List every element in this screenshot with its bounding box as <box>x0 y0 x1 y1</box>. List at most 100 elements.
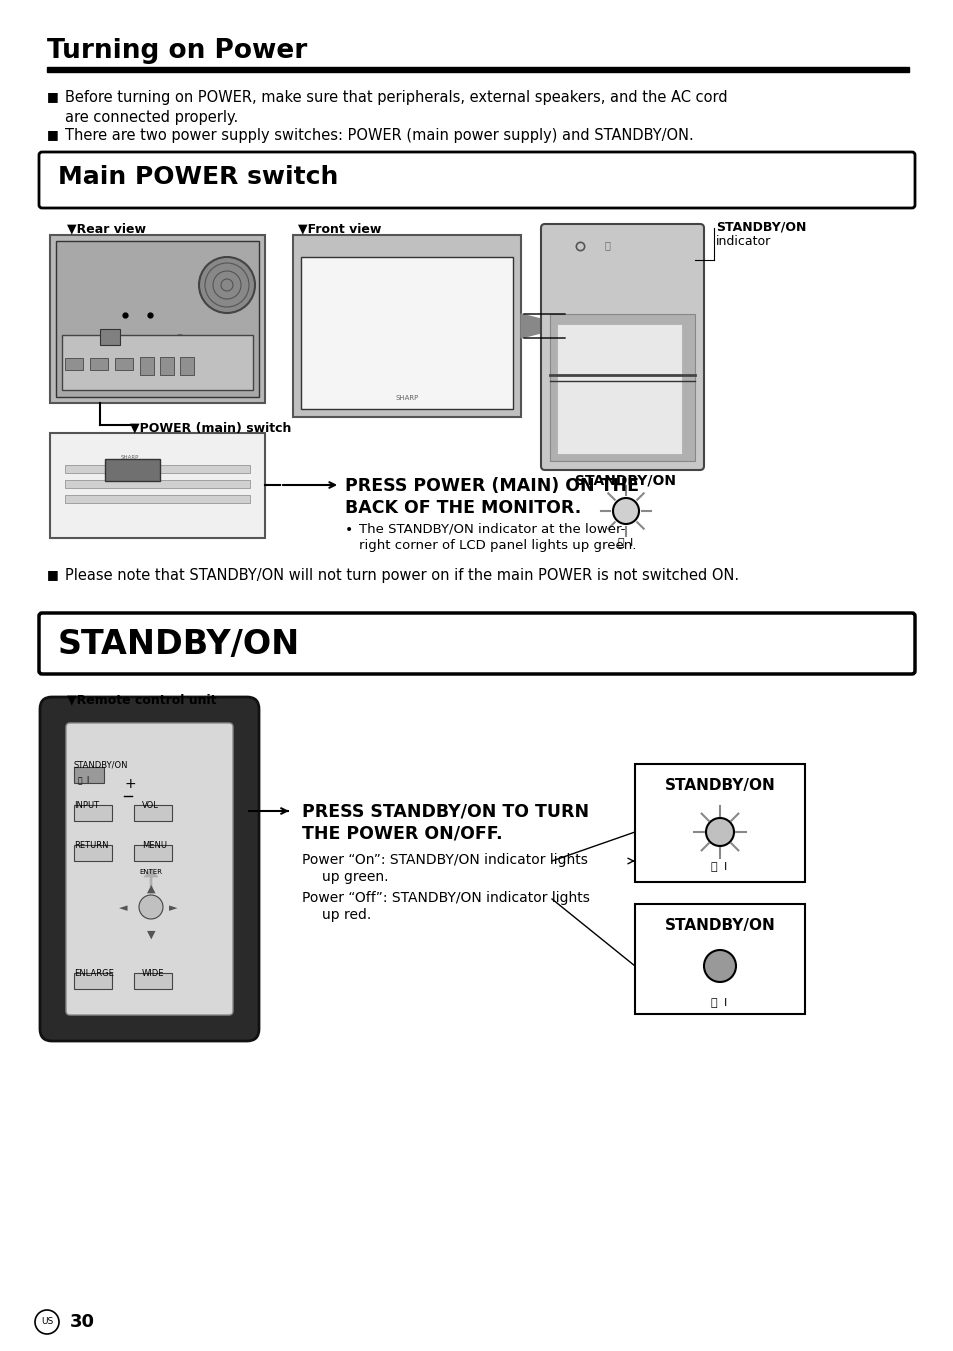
Bar <box>62 335 253 390</box>
Text: STANDBY/ON: STANDBY/ON <box>575 473 676 486</box>
Bar <box>65 358 83 370</box>
FancyBboxPatch shape <box>40 697 258 1042</box>
Circle shape <box>35 1310 59 1333</box>
Text: There are two power supply switches: POWER (main power supply) and STANDBY/ON.: There are two power supply switches: POW… <box>65 128 693 143</box>
Bar <box>635 765 804 882</box>
Text: +: + <box>124 777 135 790</box>
Text: ■: ■ <box>47 128 59 141</box>
Bar <box>90 358 108 370</box>
Text: MENU: MENU <box>142 842 167 850</box>
Text: US: US <box>41 1317 53 1327</box>
Text: ⏻: ⏻ <box>617 538 623 549</box>
Text: I: I <box>723 862 727 871</box>
Bar <box>65 494 250 503</box>
FancyBboxPatch shape <box>540 224 703 470</box>
Text: ENTER: ENTER <box>139 869 162 875</box>
Text: ⏻: ⏻ <box>710 998 717 1008</box>
Bar <box>160 357 173 376</box>
Text: indicator: indicator <box>716 235 770 249</box>
Text: ⏻: ⏻ <box>78 775 83 785</box>
Text: I: I <box>723 998 727 1008</box>
Circle shape <box>199 257 254 313</box>
Bar <box>56 240 258 397</box>
Text: ►: ► <box>169 902 177 913</box>
Text: ▼Rear view: ▼Rear view <box>67 222 146 235</box>
Text: SHARP: SHARP <box>121 455 139 459</box>
Circle shape <box>139 894 163 919</box>
Text: up green.: up green. <box>322 870 388 884</box>
Bar <box>74 767 104 784</box>
Text: STANDBY/ON: STANDBY/ON <box>664 778 775 793</box>
Text: SHARP: SHARP <box>395 394 418 401</box>
Bar <box>100 330 120 345</box>
Bar <box>635 904 804 1015</box>
Text: PRESS POWER (MAIN) ON THE: PRESS POWER (MAIN) ON THE <box>345 477 639 494</box>
Bar <box>557 324 681 454</box>
Bar <box>65 465 250 473</box>
Text: are connected properly.: are connected properly. <box>65 109 238 126</box>
Text: Power “Off”: STANDBY/ON indicator lights: Power “Off”: STANDBY/ON indicator lights <box>302 892 589 905</box>
Bar <box>50 434 265 538</box>
Bar <box>133 844 172 861</box>
Bar <box>74 805 112 821</box>
Text: 30: 30 <box>70 1313 95 1331</box>
Text: right corner of LCD panel lights up green.: right corner of LCD panel lights up gree… <box>358 539 636 553</box>
Text: •: • <box>345 523 353 536</box>
Text: PRESS STANDBY/ON TO TURN: PRESS STANDBY/ON TO TURN <box>302 802 589 821</box>
Bar <box>115 358 132 370</box>
Text: Main POWER switch: Main POWER switch <box>58 165 338 189</box>
FancyArrow shape <box>173 335 186 358</box>
Bar <box>50 235 265 403</box>
Text: Power “On”: STANDBY/ON indicator lights: Power “On”: STANDBY/ON indicator lights <box>302 852 587 867</box>
Text: ▼: ▼ <box>147 929 155 940</box>
Text: STANDBY/ON: STANDBY/ON <box>716 220 805 232</box>
Circle shape <box>705 817 733 846</box>
Bar <box>550 313 695 461</box>
Text: ▼Remote control unit: ▼Remote control unit <box>67 693 216 707</box>
Bar <box>105 459 160 481</box>
Text: ◄: ◄ <box>118 902 127 913</box>
Bar <box>47 68 908 72</box>
Text: The STANDBY/ON indicator at the lower-: The STANDBY/ON indicator at the lower- <box>358 523 625 536</box>
Text: ▼POWER (main) switch: ▼POWER (main) switch <box>130 422 291 434</box>
Text: ENLARGE: ENLARGE <box>74 969 113 978</box>
Text: ▼Front view: ▼Front view <box>297 222 381 235</box>
Bar <box>65 480 250 488</box>
Circle shape <box>613 499 639 524</box>
Text: VOL: VOL <box>142 801 159 811</box>
Text: ⏻: ⏻ <box>604 240 610 250</box>
FancyBboxPatch shape <box>39 613 914 674</box>
Text: I: I <box>86 775 89 785</box>
Text: ■: ■ <box>47 567 59 581</box>
Text: STANDBY/ON: STANDBY/ON <box>664 917 775 934</box>
Text: THE POWER ON/OFF.: THE POWER ON/OFF. <box>302 825 502 843</box>
Bar <box>133 973 172 989</box>
Bar <box>133 805 172 821</box>
Text: STANDBY/ON: STANDBY/ON <box>74 761 129 770</box>
Text: ⏻: ⏻ <box>710 862 717 871</box>
Text: BACK OF THE MONITOR.: BACK OF THE MONITOR. <box>345 499 580 517</box>
Bar <box>550 313 695 461</box>
Text: I: I <box>630 538 633 549</box>
Text: Turning on Power: Turning on Power <box>47 38 307 63</box>
Text: up red.: up red. <box>322 908 371 921</box>
Text: Before turning on POWER, make sure that peripherals, external speakers, and the : Before turning on POWER, make sure that … <box>65 91 727 105</box>
Bar <box>74 844 112 861</box>
Bar <box>74 973 112 989</box>
Text: Please note that STANDBY/ON will not turn power on if the main POWER is not swit: Please note that STANDBY/ON will not tur… <box>65 567 739 584</box>
Text: STANDBY/ON: STANDBY/ON <box>58 628 300 661</box>
Text: INPUT: INPUT <box>74 801 99 811</box>
Circle shape <box>703 950 735 982</box>
Text: ▲: ▲ <box>147 884 155 894</box>
Polygon shape <box>520 313 567 338</box>
Text: RETURN: RETURN <box>74 842 109 850</box>
FancyBboxPatch shape <box>39 153 914 208</box>
Bar <box>293 235 520 417</box>
Bar <box>301 257 513 409</box>
Bar <box>140 357 153 376</box>
FancyBboxPatch shape <box>66 723 233 1015</box>
Text: ■: ■ <box>47 91 59 103</box>
Bar <box>180 357 193 376</box>
FancyArrow shape <box>144 869 158 888</box>
FancyArrow shape <box>112 335 124 358</box>
